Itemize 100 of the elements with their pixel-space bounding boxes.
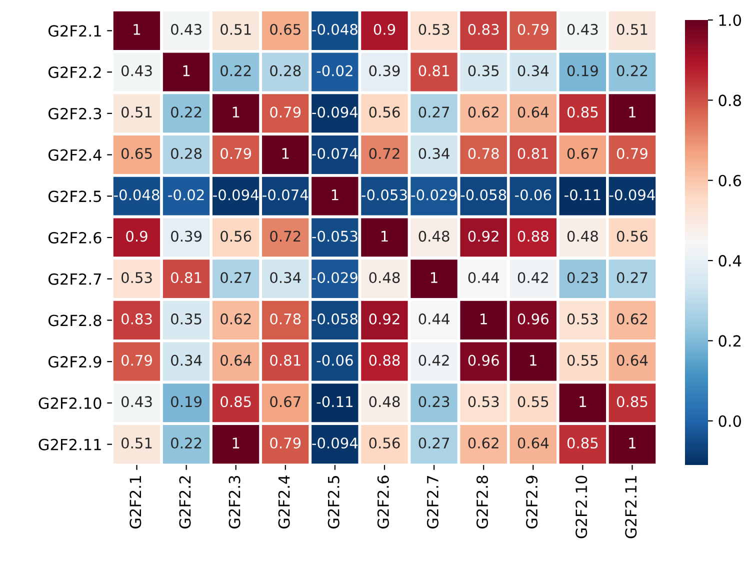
data-label: -0.029 bbox=[411, 189, 457, 200]
data-label: 0.48 bbox=[369, 272, 400, 284]
data-label: -0.06 bbox=[514, 189, 552, 200]
x-tick-label: G2F2.11 bbox=[625, 476, 637, 538]
data-label: 0.34 bbox=[270, 272, 301, 284]
y-tick-label: G2F2.7 bbox=[48, 273, 101, 285]
data-label: 0.48 bbox=[369, 396, 400, 408]
data-label: -0.058 bbox=[460, 189, 506, 200]
data-label: 0.72 bbox=[369, 148, 400, 160]
data-label: 0.83 bbox=[122, 313, 152, 324]
data-label: 0.48 bbox=[567, 230, 598, 242]
data-label: 0.55 bbox=[567, 354, 598, 366]
data-label: 0.39 bbox=[171, 230, 202, 242]
data-label: 0.83 bbox=[468, 24, 499, 35]
data-label: 0.22 bbox=[171, 106, 202, 118]
data-label: 0.62 bbox=[220, 313, 251, 324]
data-label: 0.88 bbox=[518, 230, 548, 242]
color-bar-label: 0.0 bbox=[718, 415, 742, 427]
data-label: 0.43 bbox=[122, 65, 152, 76]
color-bar-label: 0.4 bbox=[718, 255, 742, 267]
x-tick-label: G2F2.2 bbox=[179, 476, 191, 529]
data-label: 0.34 bbox=[518, 65, 549, 76]
data-label: -0.053 bbox=[362, 189, 407, 200]
data-label: 0.55 bbox=[518, 396, 548, 408]
data-label: 0.19 bbox=[567, 65, 598, 76]
data-label: 0.67 bbox=[567, 148, 598, 160]
data-label: 1 bbox=[580, 396, 586, 407]
data-label: 0.92 bbox=[468, 230, 498, 242]
data-label: 0.81 bbox=[270, 354, 300, 366]
data-label: -0.094 bbox=[609, 189, 655, 200]
data-label: 0.34 bbox=[418, 148, 450, 160]
data-label: 1 bbox=[332, 190, 338, 200]
x-tick-label: G2F2.9 bbox=[526, 476, 538, 529]
data-label: -0.11 bbox=[316, 396, 352, 408]
data-label: 0.42 bbox=[418, 354, 449, 366]
data-label: -0.06 bbox=[316, 354, 353, 366]
data-label: -0.053 bbox=[312, 230, 358, 242]
data-label: 0.56 bbox=[220, 230, 252, 242]
data-label: 0.56 bbox=[369, 438, 400, 449]
data-label: 0.23 bbox=[567, 272, 598, 284]
data-label: 0.22 bbox=[171, 438, 202, 449]
data-label: 0.64 bbox=[616, 354, 648, 366]
data-label: 0.81 bbox=[171, 272, 202, 284]
data-label: -0.02 bbox=[316, 65, 352, 76]
data-label: 0.27 bbox=[616, 272, 648, 284]
data-label: 0.79 bbox=[270, 438, 301, 449]
data-label: 0.9 bbox=[374, 24, 396, 35]
data-label: 0.65 bbox=[122, 148, 152, 160]
data-label: 0.64 bbox=[220, 354, 252, 366]
data-label: 0.42 bbox=[518, 272, 548, 284]
data-label: 0.53 bbox=[418, 24, 450, 35]
data-label: 1 bbox=[629, 438, 636, 448]
data-label: 1 bbox=[629, 106, 636, 118]
data-label: 0.72 bbox=[270, 230, 300, 242]
data-label: 0.56 bbox=[616, 230, 648, 242]
data-label: -0.048 bbox=[312, 24, 358, 35]
data-label: 1 bbox=[232, 438, 240, 448]
data-label: -0.02 bbox=[168, 189, 204, 200]
color-bar-label: 1.0 bbox=[719, 14, 742, 26]
y-tick-label: G2F2.11 bbox=[38, 438, 101, 450]
data-label: 0.39 bbox=[369, 65, 400, 76]
data-label: -0.094 bbox=[213, 189, 259, 200]
data-label: 0.35 bbox=[468, 65, 499, 76]
y-tick-label: G2F2.3 bbox=[48, 108, 102, 120]
data-label: 0.85 bbox=[220, 396, 251, 408]
data-label: 0.85 bbox=[567, 106, 598, 118]
data-label: 0.62 bbox=[468, 106, 498, 118]
x-tick-label: G2F2.1 bbox=[130, 476, 142, 529]
data-label: 0.44 bbox=[418, 313, 450, 324]
data-label: 0.64 bbox=[518, 438, 549, 449]
y-tick-label: G2F2.5 bbox=[48, 190, 101, 202]
data-label: 0.22 bbox=[220, 65, 251, 76]
data-label: -0.029 bbox=[312, 272, 358, 284]
data-label: 0.35 bbox=[171, 313, 202, 324]
data-label: 0.96 bbox=[468, 354, 499, 366]
data-label: 0.43 bbox=[171, 24, 202, 35]
data-label: 0.51 bbox=[122, 106, 152, 118]
y-tick-label: G2F2.4 bbox=[48, 149, 102, 161]
data-label: 0.51 bbox=[122, 438, 152, 449]
data-label: 0.56 bbox=[369, 106, 400, 118]
color-bar-label: 0.6 bbox=[718, 174, 742, 186]
data-label: 1 bbox=[183, 65, 190, 76]
data-label: 0.51 bbox=[616, 24, 648, 35]
data-label: 0.23 bbox=[418, 396, 450, 408]
data-label: 1 bbox=[480, 314, 487, 324]
x-tick-label: G2F2.5 bbox=[328, 476, 340, 529]
data-label: 1 bbox=[232, 106, 240, 118]
data-label: 0.81 bbox=[418, 65, 449, 76]
y-tick-label: G2F2.2 bbox=[48, 66, 101, 78]
data-label: -0.11 bbox=[564, 189, 600, 200]
data-label: 0.48 bbox=[418, 230, 450, 242]
data-label: 0.43 bbox=[567, 24, 598, 35]
data-label: 0.78 bbox=[270, 313, 301, 324]
data-label: 0.85 bbox=[616, 396, 648, 408]
data-label: 0.34 bbox=[171, 354, 202, 366]
data-label: 0.65 bbox=[270, 24, 300, 35]
data-label: -0.094 bbox=[312, 106, 358, 118]
data-label: 1 bbox=[282, 148, 289, 159]
data-label: 0.79 bbox=[270, 106, 301, 118]
data-label: 0.27 bbox=[418, 438, 450, 449]
